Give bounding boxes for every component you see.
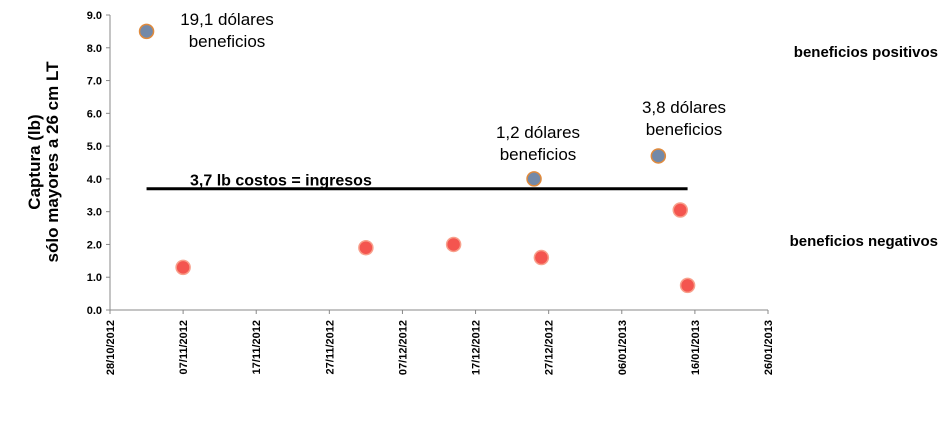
point xyxy=(526,171,542,187)
annotation: 19,1 dólares xyxy=(180,10,274,29)
y-tick-label: 5.0 xyxy=(87,141,102,153)
y-axis-label: sólo mayores a 26 cm LT xyxy=(43,61,62,263)
annotation: 3,8 dólares xyxy=(642,98,726,117)
y-tick-label: 2.0 xyxy=(87,239,102,251)
point xyxy=(445,236,462,253)
annotation: beneficios negativos xyxy=(790,233,938,250)
point xyxy=(650,148,667,164)
point xyxy=(672,202,689,218)
y-axis-label: Captura (lb) xyxy=(25,114,44,209)
point xyxy=(175,259,191,276)
y-tick-label: 8.0 xyxy=(87,43,102,55)
x-tick-label: 28/10/2012 xyxy=(105,320,117,375)
point xyxy=(533,249,550,266)
annotation: beneficios xyxy=(500,145,577,164)
y-tick-label: 4.0 xyxy=(87,174,102,186)
annotation: beneficios xyxy=(189,32,266,51)
point xyxy=(358,239,374,256)
annotation: beneficios xyxy=(646,120,723,139)
x-tick-label: 27/12/2012 xyxy=(544,320,556,375)
x-tick-label: 27/11/2012 xyxy=(324,320,336,374)
y-tick-label: 0.0 xyxy=(87,305,102,317)
annotation: 1,2 dólares xyxy=(496,123,580,142)
y-tick-label: 9.0 xyxy=(87,10,102,22)
x-tick-label: 17/12/2012 xyxy=(471,320,483,375)
point xyxy=(138,23,155,40)
y-tick-label: 6.0 xyxy=(87,108,102,120)
x-tick-label: 16/01/2013 xyxy=(690,320,702,375)
x-tick-label: 07/12/2012 xyxy=(397,320,409,375)
y-tick-label: 3.0 xyxy=(87,207,102,219)
x-tick-label: 06/01/2013 xyxy=(617,320,629,375)
y-tick-label: 1.0 xyxy=(87,272,102,284)
y-tick-label: 7.0 xyxy=(87,76,102,88)
x-tick-label: 17/11/2012 xyxy=(251,320,263,374)
x-tick-label: 07/11/2012 xyxy=(178,320,190,374)
x-tick-label: 26/01/2013 xyxy=(763,320,775,375)
annotation: beneficios positivos xyxy=(794,44,938,61)
reference-label: 3,7 lb costos = ingresos xyxy=(190,173,372,190)
point xyxy=(679,277,696,294)
